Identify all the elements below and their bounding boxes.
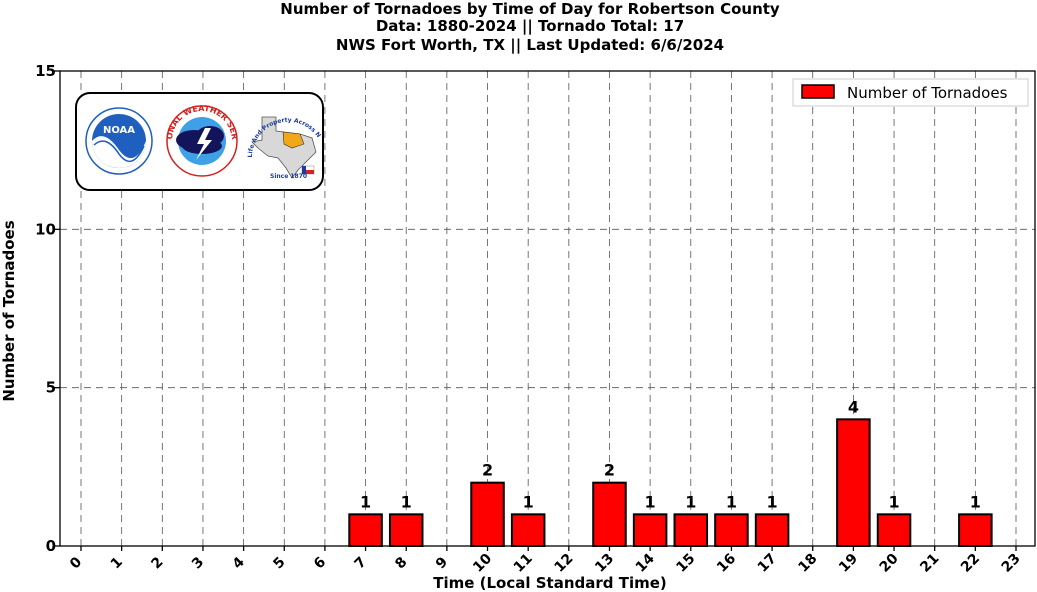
data-label-hour-10: 2 — [482, 461, 493, 480]
bar-hour-15 — [673, 513, 709, 547]
bar-hour-10 — [470, 481, 505, 547]
xtick-label-22: 22 — [958, 551, 983, 576]
noaa-logo-icon: NOAA — [85, 107, 153, 175]
data-label-hour-16: 1 — [726, 492, 737, 511]
xtick-label-0: 0 — [67, 554, 85, 572]
xtick-label-5: 5 — [270, 554, 288, 572]
data-label-hour-20: 1 — [888, 492, 899, 511]
xtick-label-20: 20 — [877, 550, 902, 575]
data-label-hour-22: 1 — [970, 492, 981, 511]
xtick-label-11: 11 — [511, 551, 536, 576]
x-axis-ticks: 0 1 2 3 4 5 6 7 8 9 10 11 12 13 14 15 16 17 18 19 20 21 22 23 — [67, 546, 1024, 576]
xtick-label-15: 15 — [673, 551, 698, 576]
bar-hour-8 — [388, 513, 424, 547]
data-label-hour-19: 4 — [848, 397, 859, 416]
legend-swatch — [801, 84, 835, 99]
bar-hour-22 — [958, 513, 993, 547]
xtick-label-21: 21 — [917, 551, 942, 576]
chart-title-line-1: Number of Tornadoes by Time of Day for R… — [280, 0, 780, 18]
xtick-label-12: 12 — [551, 551, 576, 576]
data-label-hour-15: 1 — [685, 492, 696, 511]
chart-title-line-3: NWS Fort Worth, TX || Last Updated: 6/6/… — [336, 36, 724, 55]
xtick-label-16: 16 — [714, 551, 739, 576]
data-label-hour-8: 1 — [401, 492, 412, 511]
noaa-logo-text: NOAA — [103, 125, 135, 136]
plot-frame — [59, 70, 1036, 547]
xtick-label-8: 8 — [392, 554, 410, 572]
ytick-label-10: 10 — [35, 220, 56, 238]
xtick-label-19: 19 — [836, 551, 861, 576]
data-label-hour-13: 2 — [604, 461, 615, 480]
bar-hour-7 — [348, 513, 383, 547]
grid-lines — [60, 71, 1035, 546]
data-label-hour-11: 1 — [523, 492, 534, 511]
ytick-label-15: 15 — [35, 62, 56, 80]
bar-value-labels: 1 1 2 1 2 1 1 1 1 4 1 1 — [360, 397, 981, 511]
xtick-label-4: 4 — [230, 554, 248, 572]
bar-hour-11 — [510, 513, 546, 547]
logo-panel: NOAA NATIONAL WEATHER SERVICE Pro — [0, 0, 324, 191]
data-label-hour-14: 1 — [645, 492, 656, 511]
bar-hour-20 — [876, 513, 912, 547]
xtick-label-6: 6 — [311, 554, 329, 572]
bar-hour-19 — [836, 418, 871, 548]
ytick-label-0: 0 — [46, 537, 56, 555]
bar-hour-13 — [592, 481, 627, 547]
ytick-label-5: 5 — [46, 379, 56, 397]
chart-title-line-2: Data: 1880-2024 || Tornado Total: 17 — [376, 17, 684, 36]
y-axis-ticks: 0 5 10 15 — [35, 62, 60, 555]
legend-label: Number of Tornadoes — [847, 84, 1008, 102]
bar-hour-14 — [632, 513, 668, 547]
xtick-label-9: 9 — [433, 554, 451, 572]
bar-hour-16 — [714, 513, 749, 547]
xtick-label-1: 1 — [108, 554, 126, 572]
legend: Number of Tornadoes — [792, 78, 1029, 107]
bars — [348, 418, 993, 548]
bar-hour-17 — [754, 513, 790, 547]
xtick-label-23: 23 — [999, 551, 1024, 576]
xtick-label-18: 18 — [795, 551, 820, 576]
data-label-hour-17: 1 — [767, 492, 778, 511]
data-label-hour-7: 1 — [360, 492, 371, 511]
xtick-label-14: 14 — [633, 550, 658, 575]
xtick-label-3: 3 — [189, 554, 207, 572]
xtick-label-7: 7 — [352, 554, 370, 572]
xtick-label-10: 10 — [470, 550, 495, 575]
xtick-label-17: 17 — [755, 551, 780, 576]
xtick-label-13: 13 — [592, 551, 617, 576]
y-axis-label: Number of Tornadoes — [0, 220, 18, 401]
fort-worth-since-text: Since 1870 — [270, 173, 307, 180]
xtick-label-2: 2 — [148, 554, 166, 572]
x-axis-label: Time (Local Standard Time) — [433, 574, 667, 592]
